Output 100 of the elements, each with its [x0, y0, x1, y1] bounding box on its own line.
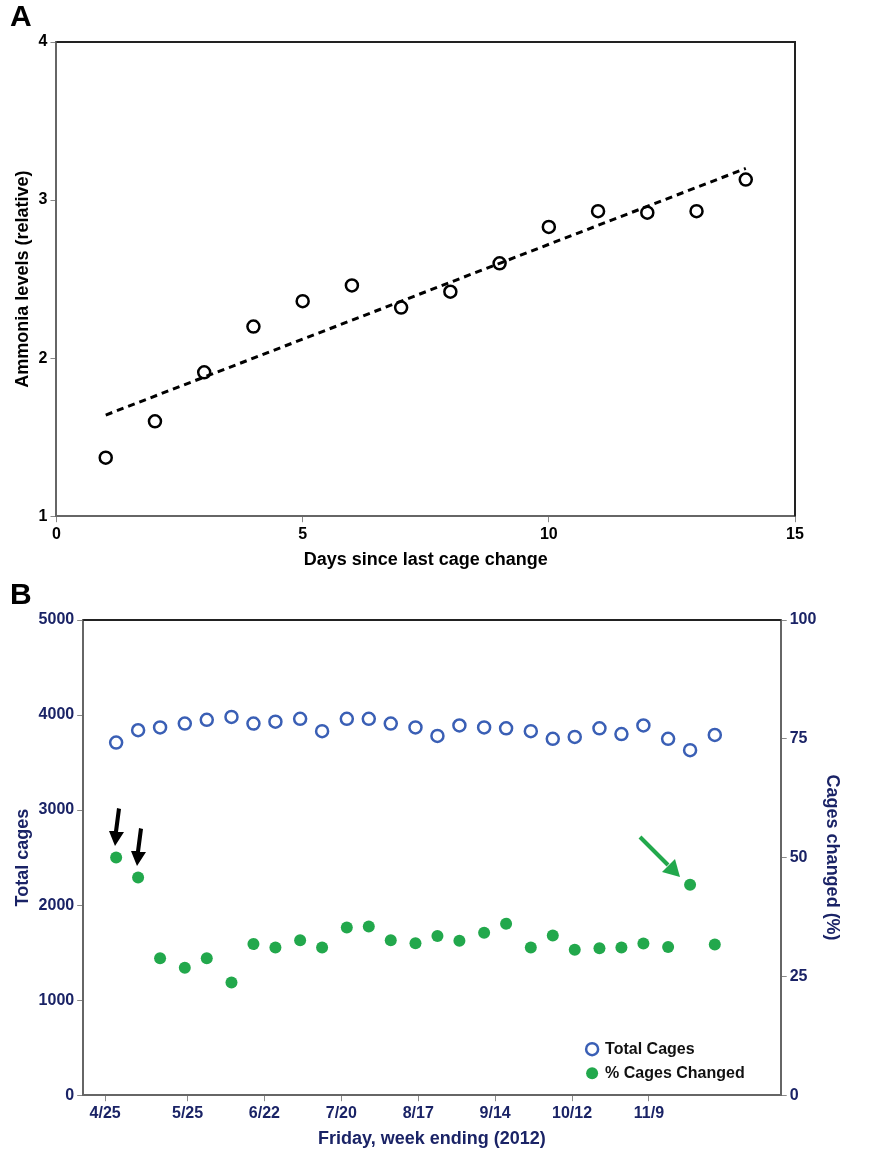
point [546, 929, 559, 942]
point [361, 711, 377, 727]
point [130, 723, 146, 738]
point [523, 723, 539, 739]
point [593, 942, 606, 955]
point [443, 284, 458, 299]
point [590, 203, 606, 219]
y-tick-label: 3 [38, 190, 48, 208]
point [246, 319, 261, 334]
y-tick-label: 0 [65, 1085, 75, 1103]
y-axis-title: Ammonia levels (relative) [11, 170, 32, 388]
y2-tick-label: 0 [789, 1085, 799, 1103]
point [637, 937, 650, 950]
point [524, 941, 537, 954]
point [660, 731, 676, 747]
y-tick-label: 2000 [38, 895, 75, 913]
point [316, 941, 329, 954]
point [476, 720, 492, 735]
x-tick-label: 7/20 [325, 1104, 357, 1122]
y2-axis-title: Cages changed (%) [823, 774, 844, 941]
y2-tick-label: 75 [789, 729, 808, 747]
point [430, 728, 445, 744]
point [224, 709, 239, 725]
point [132, 871, 145, 884]
point [247, 938, 260, 951]
point [500, 917, 513, 930]
point [152, 720, 168, 735]
point [362, 920, 375, 933]
point [314, 723, 330, 739]
point [147, 414, 163, 429]
point [568, 943, 581, 956]
point [640, 205, 655, 220]
point [498, 721, 514, 736]
point [452, 718, 467, 733]
point [708, 938, 721, 951]
point [225, 976, 238, 989]
point [269, 941, 282, 954]
point [246, 716, 261, 731]
point [292, 711, 308, 727]
point [268, 714, 283, 729]
y2-tick-label: 25 [789, 966, 808, 984]
x-tick-label: 5 [298, 525, 308, 543]
x-tick-label: 10 [539, 525, 558, 543]
point [689, 203, 704, 219]
point [383, 716, 399, 731]
y-tick-label: 5000 [38, 610, 75, 628]
point [98, 450, 113, 465]
point [177, 716, 193, 731]
point [154, 952, 167, 965]
point [615, 941, 628, 954]
y-tick-label: 1 [38, 506, 48, 524]
point [431, 930, 444, 943]
legend-label: Total Cages [605, 1039, 695, 1057]
x-axis-title: Days since last cage change [303, 549, 548, 570]
chart-title: B [10, 577, 32, 611]
y2-tick-label: 100 [789, 610, 817, 628]
x-tick-label: 8/17 [402, 1104, 434, 1122]
point [199, 712, 215, 728]
y-tick-label: 2 [38, 348, 48, 366]
y2-tick-label: 50 [789, 848, 808, 866]
y-tick-label: 4 [38, 32, 48, 50]
x-axis-title: Friday, week ending (2012) [318, 1128, 546, 1149]
point [592, 721, 607, 736]
point [682, 742, 698, 758]
x-tick-label: 4/25 [89, 1104, 121, 1122]
point [738, 172, 754, 187]
point [384, 934, 397, 947]
y-axis-title: Total cages [11, 808, 32, 907]
point [662, 940, 675, 953]
x-tick-label: 6/22 [248, 1104, 281, 1122]
legend-label: % Cages Changed [605, 1063, 745, 1081]
point [614, 726, 629, 742]
x-tick-label: 5/25 [171, 1104, 204, 1122]
point [707, 727, 723, 743]
point [108, 735, 124, 750]
point [545, 731, 561, 747]
y-tick-label: 3000 [38, 800, 75, 818]
y-tick-label: 1000 [38, 990, 75, 1008]
point [492, 256, 507, 271]
point [340, 921, 353, 934]
point [339, 711, 355, 727]
point [478, 926, 491, 939]
x-tick-label: 9/14 [479, 1104, 511, 1122]
x-tick-label: 10/12 [551, 1104, 593, 1122]
y-tick-label: 4000 [38, 705, 75, 723]
point [200, 952, 213, 965]
point [295, 293, 310, 309]
point [409, 937, 422, 950]
point [408, 720, 423, 735]
point [344, 278, 360, 293]
point [110, 851, 123, 864]
point [393, 300, 409, 315]
point [178, 961, 191, 974]
point [684, 878, 697, 891]
point [636, 718, 651, 733]
chart-title: A [10, 0, 32, 33]
point [196, 365, 212, 380]
x-tick-label: 11/9 [633, 1104, 665, 1122]
point [541, 219, 557, 235]
x-tick-label: 15 [786, 525, 804, 543]
